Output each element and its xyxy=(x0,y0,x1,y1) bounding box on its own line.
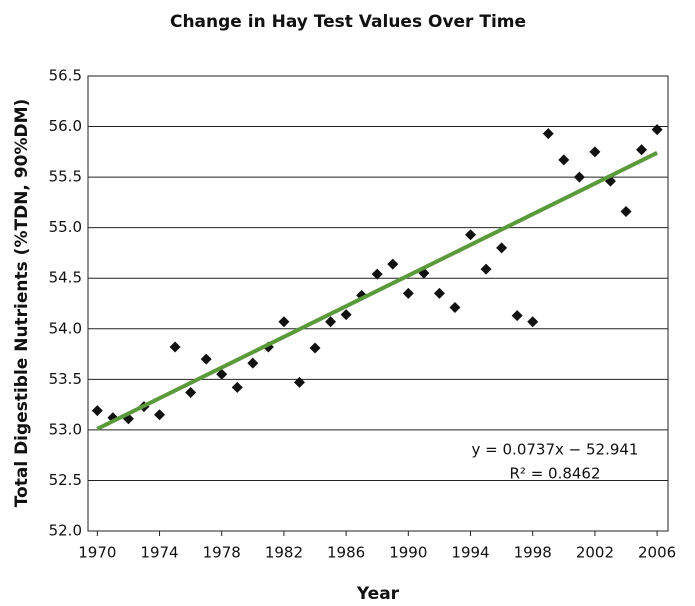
point xyxy=(216,368,228,380)
plot-frame xyxy=(87,75,669,532)
x-tick-label: 1978 xyxy=(203,544,241,562)
y-tick-label: 52.5 xyxy=(49,471,82,489)
x-tick-label: 2002 xyxy=(576,544,614,562)
point xyxy=(325,316,337,328)
point xyxy=(185,386,197,398)
equation: y = 0.0737x − 52.941 xyxy=(472,441,639,459)
r-squared: R² = 0.8462 xyxy=(509,465,600,483)
point xyxy=(542,128,554,140)
point xyxy=(620,205,632,217)
y-axis-label: Total Digestible Nutrients (%TDN, 90%DM) xyxy=(12,99,32,508)
point xyxy=(465,229,477,241)
y-tick-label: 56.5 xyxy=(49,67,82,85)
x-tick-label: 1986 xyxy=(327,544,365,562)
point xyxy=(200,353,212,365)
y-tick-label: 53.5 xyxy=(49,370,82,388)
point xyxy=(511,310,523,322)
point xyxy=(231,381,243,393)
point xyxy=(573,171,585,183)
point xyxy=(169,341,181,353)
y-tick-label: 56.0 xyxy=(49,117,82,135)
x-tick-label: 1974 xyxy=(140,544,178,562)
point xyxy=(91,405,103,417)
point xyxy=(433,287,445,299)
point xyxy=(387,258,399,270)
point xyxy=(402,287,414,299)
x-tick-label: 1982 xyxy=(265,544,303,562)
point xyxy=(636,144,648,156)
y-tick-label: 52.0 xyxy=(49,522,82,540)
point xyxy=(496,242,508,254)
y-tick-label: 54.0 xyxy=(49,319,82,337)
x-tick-label: 1994 xyxy=(451,544,489,562)
y-tick-label: 54.5 xyxy=(49,269,82,287)
point xyxy=(154,409,166,421)
point xyxy=(371,268,383,280)
x-tick-label: 1990 xyxy=(389,544,427,562)
y-tick-label: 53.0 xyxy=(49,420,82,438)
point xyxy=(527,316,539,328)
x-tick-label: 2006 xyxy=(638,544,676,562)
y-tick-label: 55.5 xyxy=(49,168,82,186)
x-tick-label: 1998 xyxy=(514,544,552,562)
point xyxy=(558,154,570,166)
x-tick-label: 1970 xyxy=(78,544,116,562)
point xyxy=(293,376,305,388)
trendline xyxy=(96,151,658,431)
point xyxy=(309,342,321,354)
point xyxy=(589,146,601,158)
point xyxy=(278,316,290,328)
chart-title: Change in Hay Test Values Over Time xyxy=(170,12,526,32)
point xyxy=(480,263,492,275)
point xyxy=(340,309,352,321)
point xyxy=(247,357,259,369)
point xyxy=(651,124,663,136)
x-axis-label: Year xyxy=(356,584,400,604)
point xyxy=(449,302,461,314)
y-tick-label: 55.0 xyxy=(49,218,82,236)
